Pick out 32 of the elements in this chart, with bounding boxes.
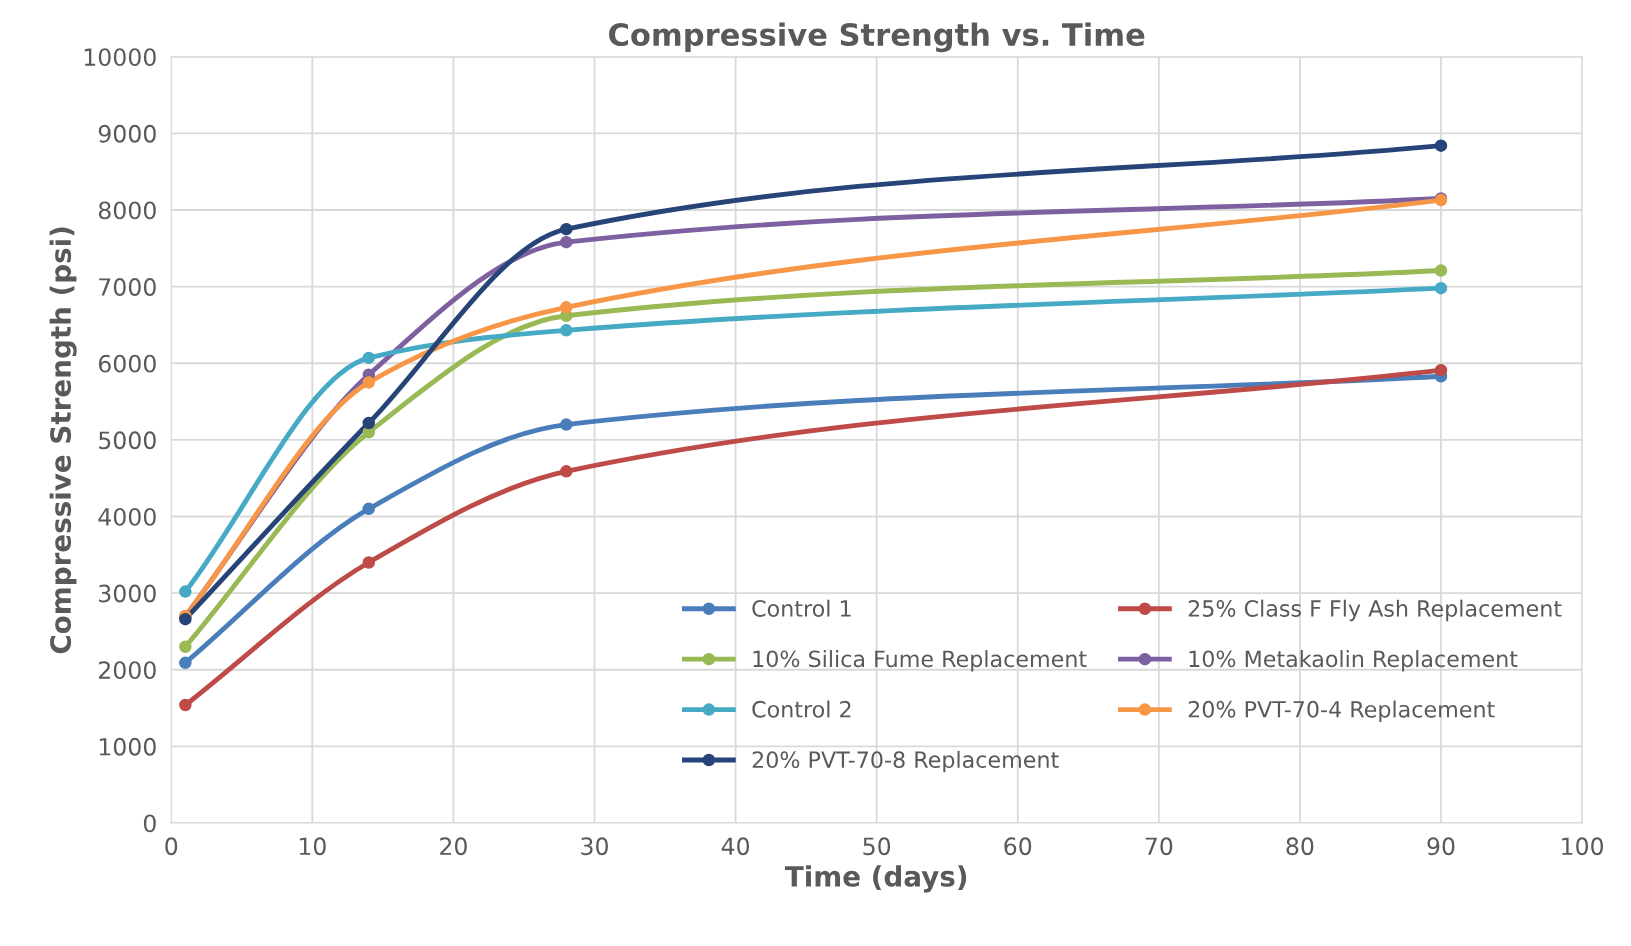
x-tick-label: 40 [721,837,750,856]
y-tick-label: 9000 [98,124,156,143]
y-axis-title: Compressive Strength (psi) [49,227,77,654]
chart-title: Compressive Strength vs. Time [609,22,1145,53]
legend-label: 10% Silica Fume Replacement [753,650,1087,672]
x-tick-label: 80 [1286,837,1314,856]
y-tick-label: 3000 [99,584,156,603]
x-tick-label: 10 [299,837,326,856]
legend-label: 25% Class F Fly Ash Replacement [1188,599,1562,622]
y-tick-label: 6000 [98,354,156,373]
x-tick-label: 90 [1427,837,1455,856]
y-tick-label: 0 [143,814,156,833]
x-tick-label: 50 [863,837,891,856]
y-tick-label: 2000 [99,661,156,680]
y-tick-label: 5000 [99,431,156,450]
x-tick-label: 20 [440,837,467,856]
y-tick-label: 8000 [98,201,156,220]
legend-label: Control 2 [752,700,851,718]
y-tick-label: 4000 [98,507,156,526]
y-tick-label: 7000 [99,278,156,296]
y-tick-label: 1000 [99,737,156,756]
x-tick-label: 30 [581,837,608,856]
legend-label: 10% Metakaolin Replacement [1189,650,1518,672]
legend-label: 20% PVT-70-8 Replacement [752,750,1059,773]
x-tick-label: 60 [1004,837,1032,856]
x-tick-label: 0 [165,837,178,856]
legend-label: Control 1 [752,599,851,617]
x-tick-label: 70 [1145,837,1173,856]
x-tick-label: 100 [1562,837,1604,856]
y-tick-label: 10000 [84,48,156,67]
x-axis-title: Time (days) [784,865,967,893]
legend-label: 20% PVT-70-4 Replacement [1188,700,1495,722]
